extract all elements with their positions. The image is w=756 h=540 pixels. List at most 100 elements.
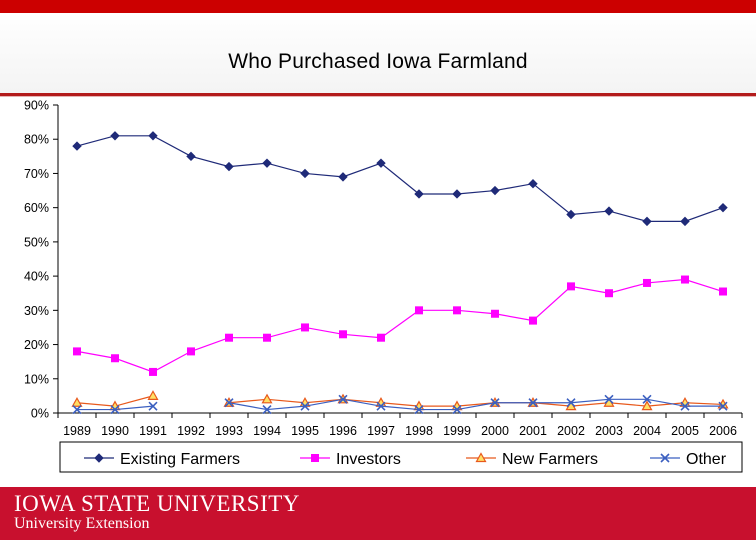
data-point-investors [377, 333, 385, 342]
data-point-existing-farmers [452, 189, 462, 199]
legend-box [59, 441, 743, 473]
data-point-new-farmers [261, 393, 273, 404]
legend-label-new-farmers: New Farmers [502, 451, 598, 468]
data-point-investors [149, 367, 157, 376]
x-tick-label: 1993 [215, 424, 243, 438]
x-tick-label: 2003 [595, 424, 623, 438]
data-point-existing-farmers [186, 151, 196, 162]
y-tick-label: 90% [24, 99, 49, 113]
data-point-other [642, 394, 652, 404]
data-point-existing-farmers [224, 161, 234, 172]
y-tick-label: 0% [31, 407, 49, 421]
data-point-other [72, 405, 82, 415]
data-point-existing-farmers [566, 209, 576, 220]
data-point-investors [111, 354, 119, 363]
data-point-existing-farmers [300, 168, 310, 179]
data-point-other [262, 405, 272, 415]
data-point-investors [263, 333, 271, 342]
data-point-other [338, 394, 348, 404]
data-point-investors [491, 309, 499, 318]
data-point-new-farmers [71, 397, 83, 407]
title-area [0, 13, 756, 93]
legend-marker-new-farmers [475, 452, 487, 463]
x-tick-label: 2004 [633, 424, 661, 438]
data-point-investors [453, 306, 461, 315]
data-point-other [528, 398, 538, 408]
x-tick-label: 1992 [177, 424, 205, 438]
title-divider-light [0, 96, 756, 97]
data-point-other [718, 401, 728, 411]
data-point-investors [73, 347, 81, 356]
data-point-investors [225, 333, 233, 342]
data-point-other [452, 405, 462, 415]
legend-label-other: Other [686, 451, 727, 468]
line-chart: 0% 10% 20% 30% 40% 50% 60% 70% 80% 90% 1989 1990 199… [24, 99, 743, 473]
data-point-investors [415, 306, 423, 315]
data-point-other [148, 401, 158, 411]
x-tick-label: 2001 [519, 424, 547, 438]
data-point-other [300, 401, 310, 411]
data-point-existing-farmers [528, 179, 538, 189]
data-point-existing-farmers [72, 141, 82, 151]
x-tick-label: 1991 [139, 424, 167, 438]
legend-label-investors: Investors [336, 451, 401, 468]
data-point-investors [643, 278, 651, 287]
extension-label: University Extension [14, 515, 150, 532]
data-point-other [680, 401, 690, 411]
data-point-existing-farmers [490, 185, 500, 196]
y-tick-label: 40% [24, 270, 49, 284]
y-tick-label: 60% [24, 201, 49, 215]
y-tick-label: 20% [24, 338, 49, 352]
x-tick-label: 2000 [481, 424, 509, 438]
data-point-existing-farmers [110, 131, 120, 141]
data-point-new-farmers [641, 400, 653, 411]
data-point-existing-farmers [680, 216, 690, 227]
title-divider [0, 93, 756, 96]
data-point-investors [719, 287, 727, 296]
chart-area: 0% 10% 20% 30% 40% 50% 60% 70% 80% 90% 1989 1990 199… [0, 97, 756, 487]
data-point-other [604, 394, 614, 404]
data-point-existing-farmers [338, 172, 348, 182]
y-tick-label: 70% [24, 167, 49, 181]
x-tick-label: 1998 [405, 424, 433, 438]
university-wordmark: IOWA STATE UNIVERSITY [14, 491, 300, 516]
series-line-new-farmers [228, 398, 724, 407]
x-tick-label: 1995 [291, 424, 319, 438]
data-point-other [110, 405, 120, 415]
y-tick-label: 50% [24, 235, 49, 249]
data-point-investors [605, 289, 613, 298]
y-tick-label: 30% [24, 304, 49, 318]
y-tick-label: 80% [24, 133, 49, 147]
x-tick-label: 2002 [557, 424, 585, 438]
series-line-investors [76, 278, 724, 373]
data-point-investors [301, 323, 309, 332]
data-point-existing-farmers [718, 202, 728, 213]
data-point-new-farmers [147, 390, 159, 400]
data-point-investors [187, 347, 195, 356]
data-point-other [376, 401, 386, 411]
data-point-existing-farmers [642, 216, 652, 227]
series-line-existing-farmers [76, 135, 724, 222]
x-tick-label: 1994 [253, 424, 281, 438]
data-point-existing-farmers [376, 158, 386, 168]
x-tick-label: 2006 [709, 424, 737, 438]
x-tick-label: 1996 [329, 424, 357, 438]
legend-marker-investors [311, 454, 319, 462]
top-red-band [0, 0, 756, 13]
chart-title: Who Purchased Iowa Farmland [228, 50, 528, 73]
data-point-existing-farmers [414, 189, 424, 199]
data-point-other [414, 405, 424, 415]
y-tick-label: 10% [24, 372, 49, 386]
x-tick-label: 1999 [443, 424, 471, 438]
x-tick-label: 2005 [671, 424, 699, 438]
x-tick-label: 1997 [367, 424, 395, 438]
x-tick-label: 1989 [63, 424, 91, 438]
data-point-existing-farmers [148, 131, 158, 141]
data-point-investors [529, 316, 537, 325]
data-point-other [490, 398, 500, 408]
data-point-other [566, 398, 576, 408]
footer-banner: IOWA STATE UNIVERSITY University Extensi… [0, 487, 756, 540]
data-point-existing-farmers [262, 158, 272, 168]
legend-marker-existing-farmers [94, 453, 104, 463]
data-point-investors [339, 330, 347, 339]
